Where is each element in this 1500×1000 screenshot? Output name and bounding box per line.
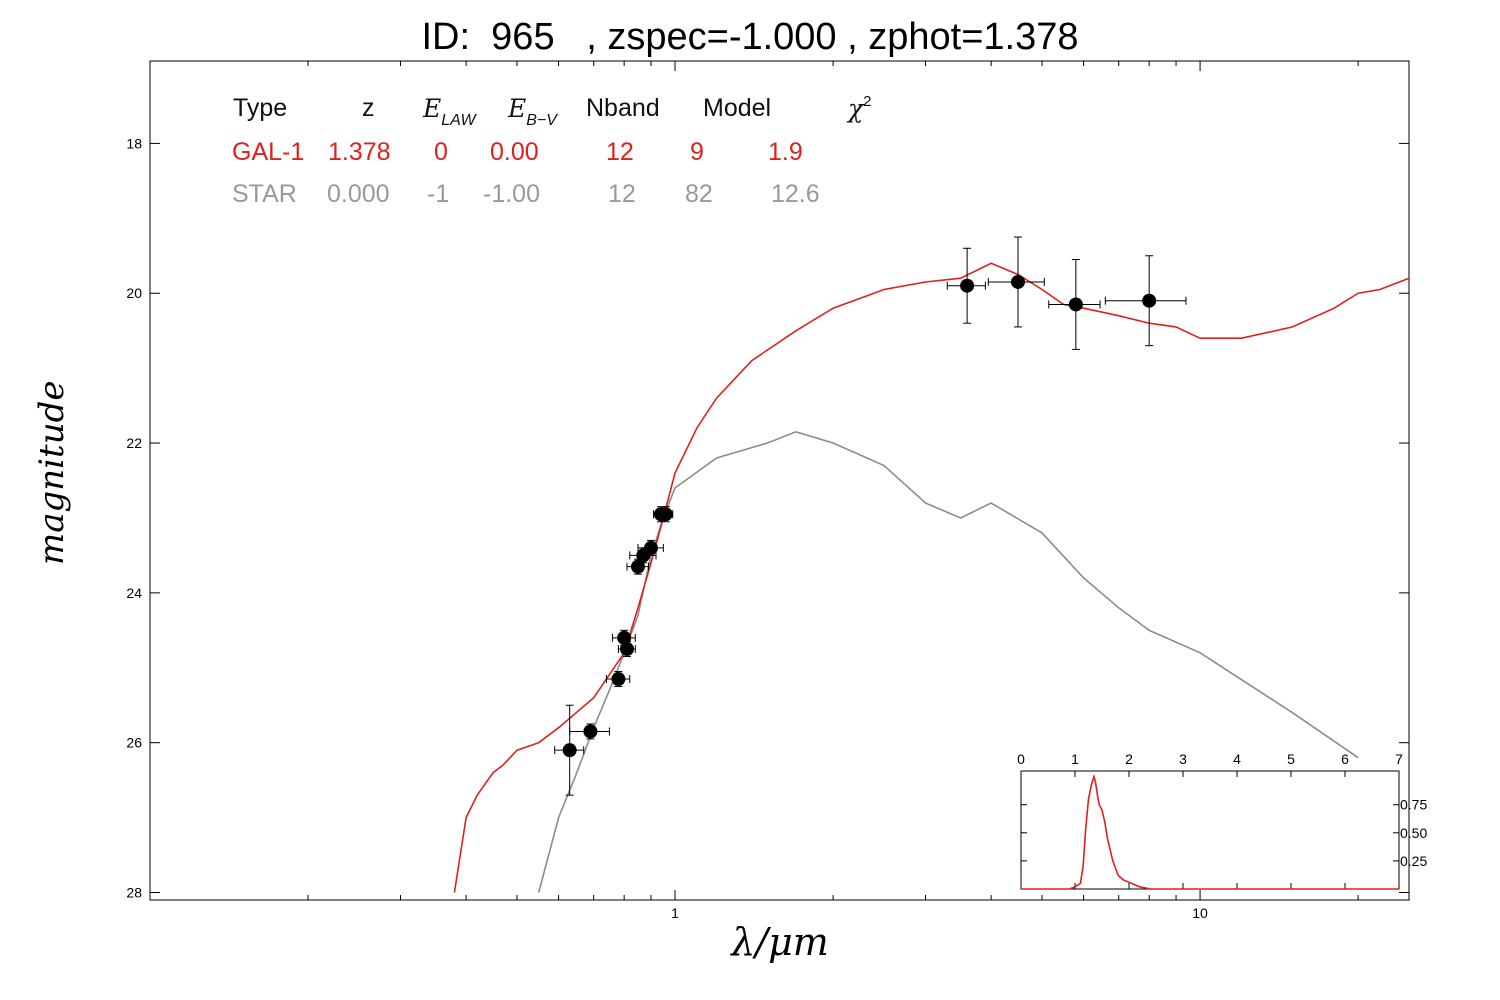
gal-nband: 12 [606,138,634,166]
data-point [619,642,634,657]
col-header-ebv: EB−V [508,94,557,129]
photometry-points [554,236,1187,796]
data-point [562,743,577,758]
inset-x-tick-label: 4 [1233,751,1241,767]
elaw-main: E [423,94,442,123]
gal-z: 1.378 [328,138,391,166]
y-tick-label: 24 [126,585,142,601]
inset-x-tick-label: 1 [1071,751,1079,767]
chart-title: ID: 965 , zspec=-1.000 , zphot=1.378 [421,16,1079,58]
galaxy-model-line [453,262,1410,893]
x-ticks: 1 10 [149,61,1359,921]
ebv-sub: B−V [526,112,557,129]
star-chi2: 12.6 [771,180,820,208]
chi-main: χ [848,94,864,123]
star-model-line [537,430,1359,893]
star-type: STAR [232,180,297,208]
col-header-elaw: ELAW [423,94,476,129]
pdz-inset: 0 1 2 3 4 5 6 7 0.25 0.50 0.75 [1017,751,1427,890]
col-header-nband: Nband [586,94,660,122]
gal-type: GAL-1 [232,138,305,166]
y-tick-label: 18 [126,135,142,151]
gal-ebv: 0.00 [490,138,539,166]
star-z: 0.000 [327,180,390,208]
chi-sup: 2 [863,93,872,110]
inset-x-tick-label: 3 [1179,751,1187,767]
inset-x-tick-label: 2 [1125,751,1133,767]
data-point [1068,297,1083,312]
star-model: 82 [685,180,713,208]
star-ebv: -1.00 [483,180,540,208]
col-header-z: z [362,94,375,122]
y-tick-label: 22 [126,435,142,451]
inset-y-tick-label: 0.75 [1400,797,1427,813]
data-point [583,724,598,739]
data-point [611,672,626,687]
plot-frame [149,60,1410,901]
y-tick-label: 28 [126,885,142,901]
pdz-line [1021,773,1399,890]
gal-chi2: 1.9 [768,138,803,166]
ebv-main: E [508,94,527,123]
x-axis-label: λ/μm [731,920,829,964]
data-point [960,278,975,293]
data-point [1142,293,1157,308]
col-header-type: Type [233,94,288,122]
star-nband: 12 [608,180,636,208]
data-point [658,507,673,522]
inset-x-tick-label: 7 [1395,751,1403,767]
elaw-sub: LAW [441,112,476,129]
col-header-chi2: χ2 [848,93,872,124]
x-tick-label: 10 [1192,905,1208,921]
col-header-model: Model [703,94,772,122]
gal-elaw: 0 [434,138,448,166]
y-tick-label: 20 [126,285,142,301]
data-point [644,540,659,555]
inset-x-tick-label: 6 [1341,751,1349,767]
x-tick-label: 1 [671,905,679,921]
data-point [1010,274,1025,289]
y-tick-label: 26 [126,735,142,751]
gal-model: 9 [690,138,704,166]
y-axis-label: magnitude [32,380,72,566]
star-elaw: -1 [427,180,450,208]
inset-frame [1020,770,1400,890]
inset-x-tick-label: 0 [1017,751,1025,767]
inset-y-tick-label: 0.50 [1400,825,1427,841]
inset-y-tick-label: 0.25 [1400,853,1427,869]
inset-x-ticks: 0 1 2 3 4 5 6 7 [1017,751,1403,889]
inset-y-ticks: 0.25 0.50 0.75 [1021,797,1427,869]
inset-x-tick-label: 5 [1287,751,1295,767]
